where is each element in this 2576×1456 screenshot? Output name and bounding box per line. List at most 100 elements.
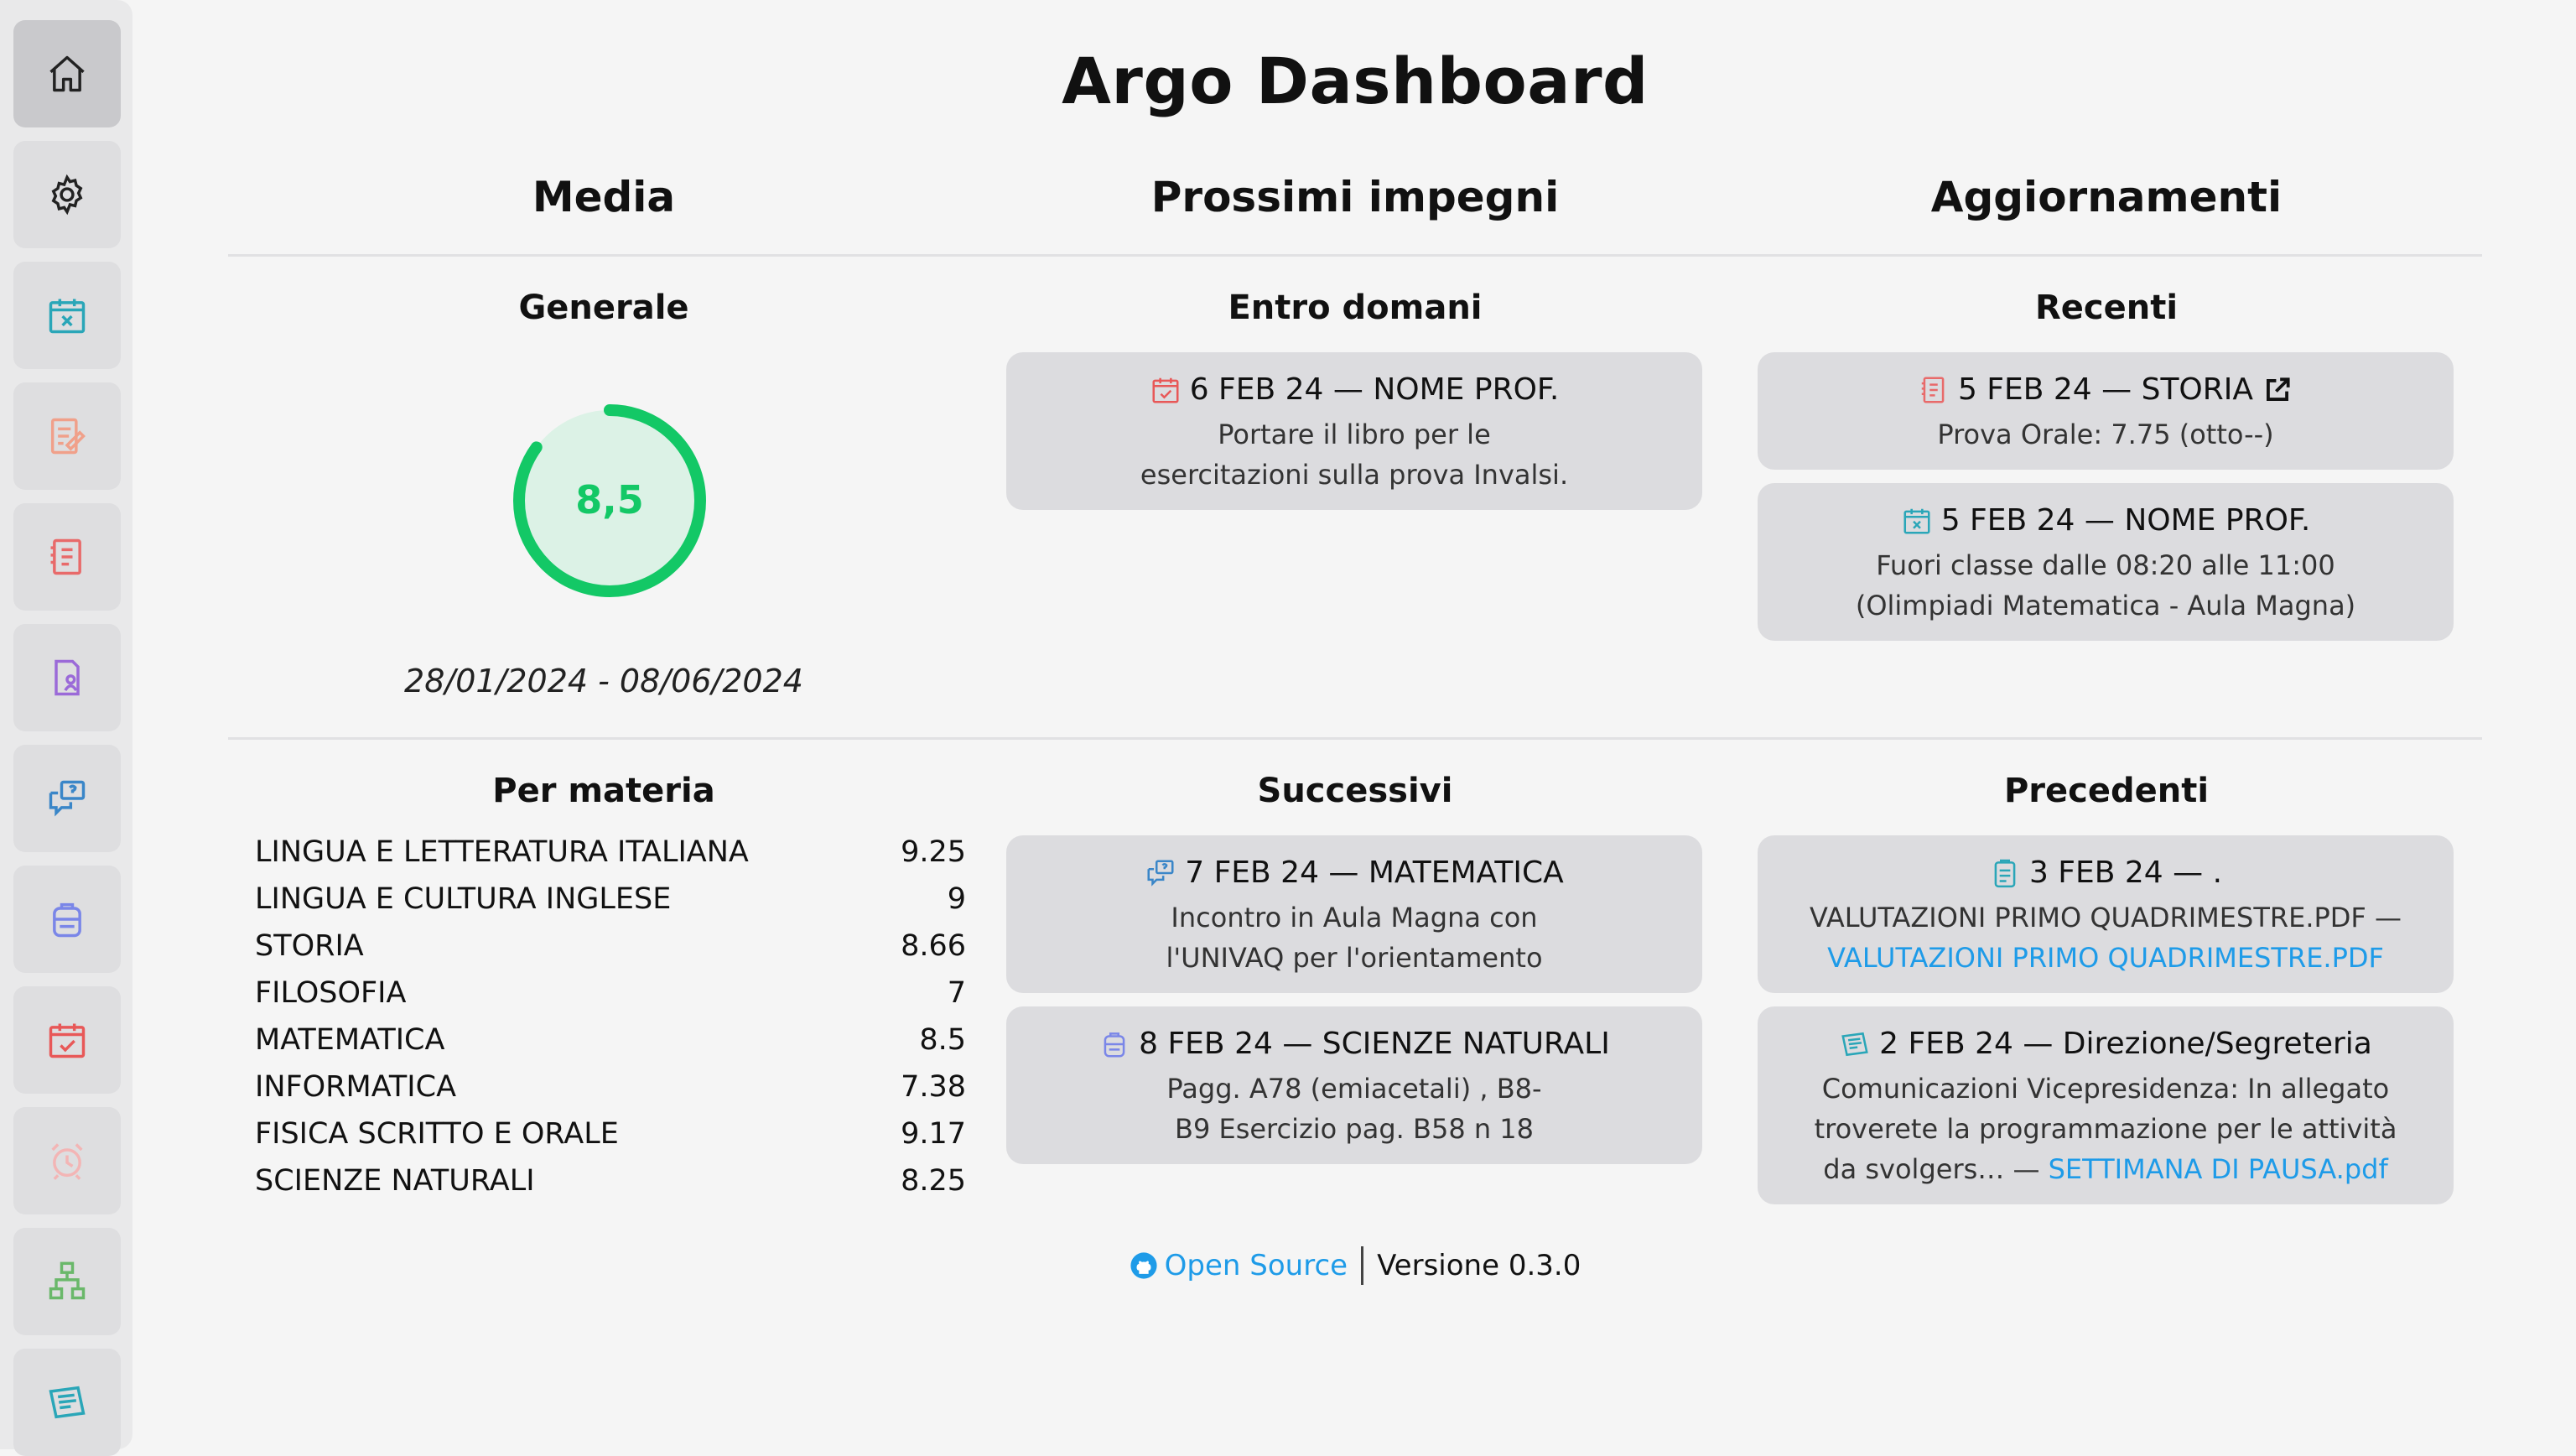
- list-item: MATEMATICA 8.5: [255, 1017, 966, 1063]
- subject-average: 8.66: [901, 929, 966, 963]
- update-card[interactable]: 3 FEB 24 — . VALUTAZIONI PRIMO QUADRIMES…: [1758, 835, 2454, 993]
- date-range: 28/01/2024 - 08/06/2024: [404, 663, 803, 699]
- chat-question-icon: [49, 780, 86, 817]
- update-card[interactable]: 5 FEB 24 — NOME PROF. Fuori classe dalle…: [1758, 483, 2454, 641]
- subject-average: 9.25: [901, 835, 966, 869]
- event-card-title: 6 FEB 24 — NOME PROF.: [1189, 372, 1560, 407]
- subject-average: 7: [947, 976, 966, 1010]
- sidebar-item-noticeboard[interactable]: [13, 1349, 121, 1456]
- divider: [228, 254, 2482, 257]
- open-source-link[interactable]: Open Source: [1130, 1249, 1348, 1282]
- document-person-icon: [55, 659, 80, 696]
- subject-average: 9.17: [901, 1117, 966, 1151]
- list-item: FISICA SCRITTO E ORALE 9.17: [255, 1110, 966, 1157]
- backpack-icon: [1104, 1032, 1125, 1058]
- home-icon: [49, 55, 85, 92]
- event-card[interactable]: 7 FEB 24 — MATEMATICA Incontro in Aula M…: [1006, 835, 1702, 993]
- update-card-text: VALUTAZIONI PRIMO QUADRIMESTRE.PDF —: [1809, 902, 2402, 933]
- update-card-title: 2 FEB 24 — Direzione/Segreteria: [1879, 1027, 2372, 1061]
- section-title-per-materia: Per materia: [492, 772, 715, 810]
- sidebar-item-timetable[interactable]: [13, 1107, 121, 1214]
- section-title-entro-domani: Entro domani: [1228, 289, 1483, 327]
- subject-name: FILOSOFIA: [255, 976, 407, 1010]
- subject-average: 7.38: [901, 1070, 966, 1104]
- average-gauge: 8,5: [505, 396, 714, 606]
- update-card[interactable]: 2 FEB 24 — Direzione/Segreteria Comunica…: [1758, 1006, 2454, 1204]
- update-card-title: 5 FEB 24 — NOME PROF.: [1940, 503, 2311, 538]
- section-title-recenti: Recenti: [2034, 289, 2179, 327]
- event-card-text: Portare il libro per le: [1218, 419, 1491, 450]
- update-card-title: 3 FEB 24 — .: [2028, 855, 2223, 890]
- event-card-text: B9 Esercizio pag. B58 n 18: [1174, 1113, 1535, 1145]
- footer: Open Source Versione 0.3.0: [228, 1246, 2482, 1285]
- column-title-aggiornamenti: Aggiornamenti: [1930, 173, 2283, 221]
- note-edit-icon: [50, 418, 86, 455]
- alarm-clock-icon: [51, 1143, 83, 1180]
- update-card-text: troverete la programmazione per le attiv…: [1814, 1113, 2397, 1145]
- list-item: STORIA 8.66: [255, 923, 966, 970]
- sidebar-item-meetings[interactable]: [13, 745, 121, 852]
- sidebar-item-grades[interactable]: [13, 503, 121, 611]
- sidebar-item-documents[interactable]: [13, 624, 121, 731]
- event-card-text: Incontro in Aula Magna con: [1171, 902, 1538, 933]
- update-card-text: da svolgers… —: [1823, 1153, 2040, 1185]
- chat-question-icon: [1147, 860, 1174, 887]
- list-item: INFORMATICA 7.38: [255, 1063, 966, 1110]
- list-item: FILOSOFIA 7: [255, 970, 966, 1017]
- gauge-background: [519, 410, 700, 591]
- event-card-text: l'UNIVAQ per l'orientamento: [1166, 942, 1543, 974]
- gauge-arc: [513, 404, 706, 597]
- attachment-link[interactable]: SETTIMANA DI PAUSA.pdf: [2048, 1153, 2388, 1185]
- sidebar-item-home[interactable]: [13, 20, 121, 127]
- subject-name: LINGUA E LETTERATURA ITALIANA: [255, 835, 749, 869]
- open-source-label: Open Source: [1164, 1249, 1348, 1282]
- calendar-check-icon: [1152, 377, 1179, 403]
- main-content: Argo Dashboard Media Prossimi impegni Ag…: [228, 0, 2482, 1449]
- section-title-precedenti: Precedenti: [2003, 772, 2210, 810]
- subject-average: 8.25: [901, 1164, 966, 1198]
- divider: [228, 737, 2482, 740]
- grades-book-icon: [1921, 377, 1945, 403]
- list-item: LINGUA E LETTERATURA ITALIANA 9.25: [255, 829, 966, 876]
- section-title-successivi: Successivi: [1257, 772, 1453, 810]
- subject-name: STORIA: [255, 929, 364, 963]
- subject-name: MATEMATICA: [255, 1023, 445, 1057]
- backpack-icon: [53, 902, 81, 938]
- column-title-impegni: Prossimi impegni: [1150, 173, 1560, 221]
- update-card-text: Comunicazioni Vicepresidenza: In allegat…: [1821, 1073, 2390, 1105]
- subject-name: LINGUA E CULTURA INGLESE: [255, 882, 672, 916]
- external-link-icon[interactable]: [2262, 374, 2293, 406]
- event-card-text: esercitazioni sulla prova Invalsi.: [1140, 459, 1569, 491]
- sidebar-item-absences[interactable]: [13, 262, 121, 369]
- org-chart-icon: [49, 1261, 86, 1300]
- page-title: Argo Dashboard: [1062, 44, 1649, 118]
- notice-board-icon: [49, 1386, 86, 1419]
- sidebar-item-notes[interactable]: [13, 382, 121, 490]
- event-card-text: Pagg. A78 (emiacetali) , B8-: [1166, 1073, 1542, 1105]
- subject-average: 8.5: [919, 1023, 966, 1057]
- sidebar-item-teachers[interactable]: [13, 1228, 121, 1335]
- event-card-title: 8 FEB 24 — SCIENZE NATURALI: [1139, 1027, 1610, 1061]
- calendar-x-icon: [1903, 508, 1930, 534]
- subject-average: 9: [947, 882, 966, 916]
- version-label: Versione 0.3.0: [1377, 1249, 1581, 1282]
- update-card-title: 5 FEB 24 — STORIA: [1957, 372, 2254, 407]
- update-card-text: Prova Orale: 7.75 (otto--): [1937, 419, 2274, 450]
- github-icon: [1130, 1252, 1157, 1279]
- sidebar-item-homework[interactable]: [13, 866, 121, 973]
- sidebar-item-settings[interactable]: [13, 141, 121, 248]
- event-card-title: 7 FEB 24 — MATEMATICA: [1185, 855, 1564, 890]
- update-card[interactable]: 5 FEB 24 — STORIA Prova Orale: 7.75 (ott…: [1758, 352, 2454, 470]
- section-title-generale: Generale: [518, 289, 689, 327]
- grades-book-icon: [50, 538, 81, 575]
- calendar-check-icon: [49, 1023, 86, 1058]
- sidebar-item-agenda[interactable]: [13, 986, 121, 1094]
- attachment-link[interactable]: VALUTAZIONI PRIMO QUADRIMESTRE.PDF: [1827, 942, 2384, 974]
- event-card[interactable]: 8 FEB 24 — SCIENZE NATURALI Pagg. A78 (e…: [1006, 1006, 1702, 1164]
- update-card-text: Fuori classe dalle 08:20 alle 11:00: [1876, 549, 2335, 581]
- average-value: 8,5: [575, 477, 644, 523]
- event-card[interactable]: 6 FEB 24 — NOME PROF. Portare il libro p…: [1006, 352, 1702, 510]
- divider: [1361, 1246, 1364, 1285]
- subject-name: FISICA SCRITTO E ORALE: [255, 1117, 619, 1151]
- update-card-text: (Olimpiadi Matematica - Aula Magna): [1855, 590, 2356, 621]
